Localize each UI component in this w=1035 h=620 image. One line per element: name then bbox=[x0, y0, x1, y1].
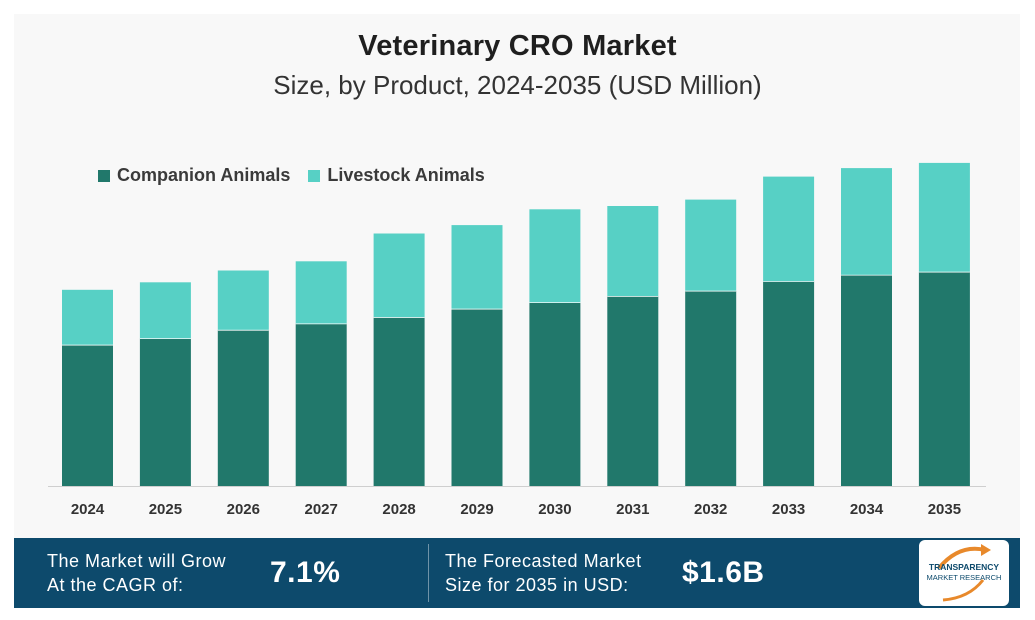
bar-companion-2035 bbox=[918, 271, 970, 486]
x-tick-label-2031: 2031 bbox=[616, 501, 649, 518]
x-tick-label-2033: 2033 bbox=[772, 501, 805, 518]
bar-companion-2025 bbox=[139, 338, 191, 486]
x-tick-label-2025: 2025 bbox=[149, 501, 182, 518]
bar-companion-2029 bbox=[451, 308, 503, 486]
bar-companion-2031 bbox=[607, 296, 659, 486]
x-tick-label-2028: 2028 bbox=[382, 501, 415, 518]
cagr-value: 7.1% bbox=[270, 556, 341, 589]
forecast-label-line2: Size for 2035 in USD: bbox=[445, 575, 629, 595]
legend-label-livestock: Livestock Animals bbox=[327, 165, 485, 185]
x-tick-label-2034: 2034 bbox=[850, 501, 884, 518]
x-tick-label-2035: 2035 bbox=[928, 501, 961, 518]
bar-livestock-2029 bbox=[451, 225, 503, 309]
legend-swatch-livestock bbox=[308, 169, 321, 182]
bar-companion-2032 bbox=[685, 290, 737, 486]
logo-text-line2: MARKET RESEARCH bbox=[927, 573, 1002, 582]
bar-livestock-2031 bbox=[607, 206, 659, 296]
bar-companion-2026 bbox=[217, 329, 269, 486]
bar-companion-2034 bbox=[841, 274, 892, 486]
stacked-bar-chart: 2024 2025 2026 2027 2028 2029 2030 2031 2032 2033… bbox=[48, 162, 986, 518]
bar-livestock-2025 bbox=[139, 282, 191, 339]
x-tick-label-2030: 2030 bbox=[538, 501, 571, 518]
chart-legend: Companion Animals Livestock Animals bbox=[98, 165, 503, 186]
cagr-label-line2: At the CAGR of: bbox=[47, 575, 184, 595]
bar-livestock-2028 bbox=[373, 233, 425, 318]
footer-divider bbox=[428, 544, 429, 602]
chart-subtitle: Size, by Product, 2024-2035 (USD Million… bbox=[273, 70, 762, 100]
bar-livestock-2027 bbox=[295, 261, 347, 324]
cagr-label-line1: The Market will Grow bbox=[47, 551, 227, 571]
legend-item-livestock: Livestock Animals bbox=[308, 165, 485, 186]
forecast-label: The Forecasted Market Size for 2035 in U… bbox=[445, 549, 642, 597]
x-tick-label-2026: 2026 bbox=[227, 501, 260, 518]
x-tick-label-2024: 2024 bbox=[71, 501, 105, 518]
x-tick-label-2032: 2032 bbox=[694, 501, 727, 518]
bar-livestock-2034 bbox=[841, 168, 892, 275]
company-logo: TRANSPARENCY MARKET RESEARCH bbox=[919, 540, 1009, 606]
bar-livestock-2024 bbox=[62, 289, 113, 345]
logo-mark-icon: TRANSPARENCY MARKET RESEARCH bbox=[927, 544, 1002, 602]
legend-item-companion: Companion Animals bbox=[98, 165, 290, 186]
bar-livestock-2033 bbox=[763, 176, 815, 282]
chart-title: Veterinary CRO Market bbox=[358, 30, 677, 62]
logo-text-line1: TRANSPARENCY bbox=[929, 562, 1000, 572]
bar-livestock-2026 bbox=[217, 270, 269, 330]
bar-companion-2030 bbox=[529, 302, 581, 486]
legend-label-companion: Companion Animals bbox=[117, 165, 291, 185]
x-tick-label-2029: 2029 bbox=[460, 501, 493, 518]
x-tick-label-2027: 2027 bbox=[305, 501, 338, 518]
legend-swatch-companion bbox=[98, 169, 110, 182]
bar-livestock-2030 bbox=[529, 209, 581, 303]
bar-companion-2027 bbox=[295, 323, 347, 486]
bar-livestock-2032 bbox=[685, 199, 737, 291]
bar-companion-2033 bbox=[763, 281, 815, 486]
bar-livestock-2035 bbox=[918, 162, 970, 272]
forecast-value: $1.6B bbox=[682, 556, 765, 589]
bar-companion-2024 bbox=[62, 344, 113, 486]
forecast-label-line1: The Forecasted Market bbox=[445, 551, 642, 571]
cagr-label: The Market will Grow At the CAGR of: bbox=[47, 549, 226, 597]
bar-companion-2028 bbox=[373, 317, 425, 486]
footer-banner: The Market will Grow At the CAGR of: 7.1… bbox=[14, 538, 1020, 608]
